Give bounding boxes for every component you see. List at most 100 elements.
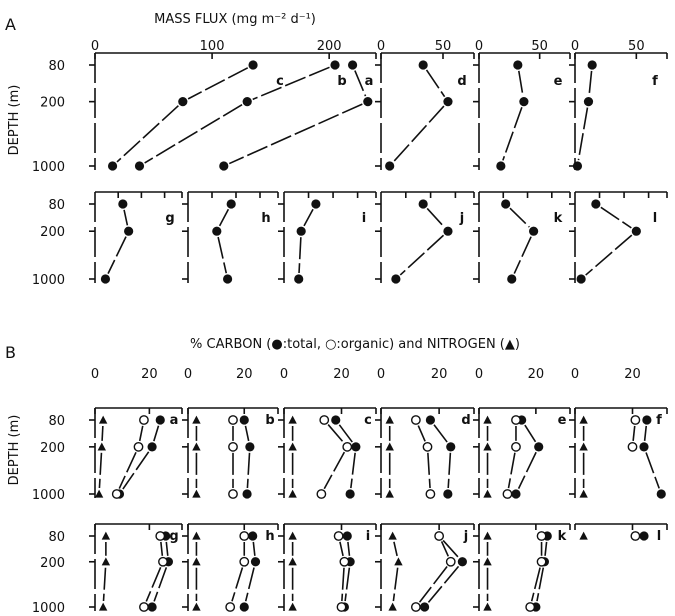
total-point-a-1 (147, 442, 157, 452)
total-line-g-0 (165, 541, 169, 556)
subplot-label-a-h: h (261, 211, 270, 226)
nitrogen-line-a-1 (98, 452, 103, 489)
mass-flux-line-k-0 (509, 207, 530, 228)
mass-flux-point-l-2 (576, 274, 586, 284)
mass-flux-line-h-1 (217, 236, 228, 274)
organic-line-g-1 (145, 566, 162, 602)
mass-flux-point-j-1 (443, 226, 453, 236)
mass-flux-line-f-1 (577, 107, 589, 161)
mass-flux-line-l-0 (600, 206, 632, 229)
mass-flux-line-j-1 (399, 234, 445, 276)
mass-flux-point-i-2 (294, 274, 304, 284)
mass-flux-line-d-1 (393, 105, 445, 163)
total-line-j-0 (442, 539, 459, 558)
mass-flux-point-j-0 (418, 199, 428, 209)
organic-point-h-2 (225, 602, 236, 612)
x-tick-label-b-b-0: 0 (184, 367, 192, 382)
total-line-g-1 (153, 567, 168, 602)
total-point-c-2 (345, 489, 355, 499)
nitrogen-point-i-2 (288, 602, 297, 611)
mass-flux-point-j-2 (391, 274, 401, 284)
organic-line-h-1 (231, 567, 244, 602)
subplot-label-b-c: c (364, 413, 372, 428)
x-tick-label-b-f-0: 0 (571, 367, 579, 382)
organic-line-j-1 (418, 566, 448, 603)
mass-flux-line-i-0 (303, 208, 314, 227)
total-line-h-0 (252, 541, 256, 556)
x-tick-label-b-d-1: 20 (431, 367, 448, 382)
subplot-label-b-b: b (265, 413, 274, 428)
mass-flux-point-a-0 (347, 60, 358, 70)
organic-point-e-2 (502, 489, 513, 499)
nitrogen-point-d-0 (385, 415, 394, 424)
mass-flux-point-d-0 (418, 60, 428, 70)
organic-line-i-1 (341, 567, 345, 602)
organic-line-j-0 (440, 541, 450, 557)
subplot-label-b-i: i (366, 529, 370, 544)
subplot-label-b-g: g (169, 529, 178, 544)
subplot-label-b-d: d (461, 413, 470, 428)
total-point-f-2 (656, 489, 666, 499)
total-point-d-1 (446, 442, 456, 452)
mass-flux-point-d-1 (443, 97, 453, 107)
mass-flux-line-d-0 (425, 69, 446, 98)
total-line-e-1 (517, 451, 537, 489)
nitrogen-line-j-0 (393, 541, 398, 557)
organic-line-f-0 (632, 425, 636, 441)
x-tick-label-b-a-0: 0 (91, 367, 99, 382)
nitrogen-point-c-0 (288, 415, 297, 424)
panel-letter-b: B (5, 343, 16, 362)
total-point-b-2 (242, 489, 252, 499)
mass-flux-point-i-1 (296, 226, 306, 236)
organic-point-k-0 (536, 531, 547, 541)
x-tick-label-b-e-1: 20 (528, 367, 545, 382)
depth-tick-label-b-row2-0: 80 (48, 530, 65, 545)
nitrogen-point-j-1 (394, 557, 403, 566)
organic-point-b-1 (228, 441, 238, 452)
organic-point-i-0 (333, 531, 344, 541)
total-point-f-0 (642, 415, 652, 425)
x-tick-label-a-abc-0: 0 (91, 39, 99, 54)
organic-point-c-2 (316, 489, 327, 499)
total-line-d-1 (447, 452, 452, 489)
x-tick-label-a-f-0: 0 (571, 39, 579, 54)
organic-point-d-1 (422, 441, 433, 452)
organic-point-j-1 (445, 556, 456, 567)
nitrogen-line-j-1 (392, 567, 399, 602)
nitrogen-point-k-2 (483, 602, 492, 611)
subplot-label-b-l: l (657, 529, 661, 544)
total-line-f-1 (645, 452, 660, 489)
total-point-j-2 (419, 602, 430, 612)
depth-tick-label-a-row1-0: 80 (48, 59, 65, 74)
mass-flux-point-e-0 (513, 60, 523, 70)
mass-flux-point-h-2 (223, 274, 233, 284)
organic-point-g-2 (139, 602, 149, 612)
subplot-label-a-k: k (554, 211, 563, 226)
subplot-label-b-a: a (170, 413, 179, 428)
organic-line-a-0 (138, 425, 144, 442)
total-line-i-1 (344, 567, 351, 602)
subplot-label-b-h: h (265, 529, 274, 544)
mass-flux-point-b-0 (330, 60, 340, 70)
organic-point-a-1 (133, 441, 144, 452)
subplot-label-b-e: e (558, 413, 567, 428)
total-line-a-1 (122, 451, 150, 490)
nitrogen-point-c-1 (288, 442, 297, 451)
mass-flux-point-g-2 (100, 274, 111, 284)
nitrogen-point-a-2 (94, 489, 104, 498)
x-tick-label-a-abc-1: 100 (200, 39, 225, 54)
subplot-label-b-j: j (463, 529, 468, 544)
nitrogen-point-b-1 (192, 442, 201, 451)
organic-point-f-1 (627, 441, 638, 452)
organic-line-k-1 (530, 567, 541, 602)
organic-line-i-0 (339, 541, 344, 557)
nitrogen-point-f-1 (579, 442, 588, 451)
nitrogen-point-d-1 (385, 442, 394, 451)
total-point-c-1 (351, 442, 361, 452)
total-point-a-0 (155, 415, 165, 425)
mass-flux-line-j-0 (426, 207, 445, 228)
total-line-c-1 (350, 452, 356, 489)
nitrogen-point-f-0 (579, 415, 588, 424)
organic-point-a-2 (111, 489, 122, 499)
x-tick-label-b-d-0: 0 (377, 367, 385, 382)
